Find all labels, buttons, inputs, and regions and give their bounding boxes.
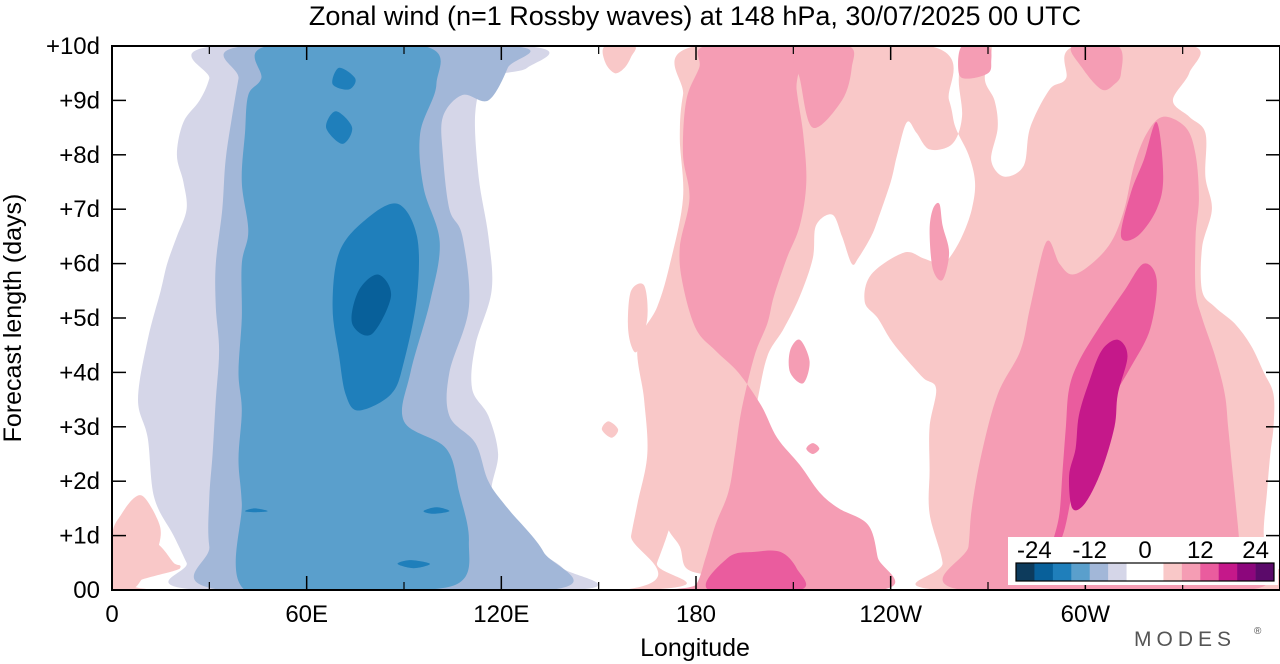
colorbar-cell [1237, 563, 1256, 581]
chart-title: Zonal wind (n=1 Rossby waves) at 148 hPa… [309, 1, 1081, 31]
colorbar-cell [1034, 563, 1054, 581]
y-tick-label: +1d [59, 523, 100, 550]
colorbar-cell [1145, 563, 1164, 581]
y-tick-label: +3d [59, 414, 100, 441]
contour-region-m12-3 [397, 560, 431, 569]
colorbar-cell [1200, 563, 1220, 581]
colorbar-cell [1071, 563, 1091, 581]
colorbar: -24 -12 0 12 24 [1008, 537, 1278, 585]
x-tick-label: 120E [473, 601, 529, 628]
colorbar-label: 24 [1242, 537, 1269, 564]
contour-region-12-2 [1120, 122, 1164, 241]
x-tick-label: 120W [859, 601, 922, 628]
contour-region-m12-2 [325, 111, 353, 144]
colorbar-cell [1218, 563, 1238, 581]
x-tick-label: 0 [105, 601, 118, 628]
contour-region-18-0 [1068, 339, 1128, 511]
y-tick-label: +7d [59, 196, 100, 223]
colorbar-label: -24 [1017, 537, 1052, 564]
y-tick-label: 00 [73, 577, 100, 604]
brand-registered-mark: ® [1254, 626, 1262, 637]
contour-region-6-6 [806, 443, 820, 454]
y-tick-label: +2d [59, 468, 100, 495]
y-tick-label: +6d [59, 251, 100, 278]
contour-region-12-0 [705, 550, 807, 590]
contour-region-6-0 [668, 46, 896, 590]
contour-region-6-5 [788, 339, 810, 384]
colorbar-cell [1052, 563, 1072, 581]
contour-region-m12-4 [423, 507, 450, 514]
contour-region-m16-0 [351, 274, 392, 336]
y-tick-label: +8d [59, 142, 100, 169]
contour-region-m12-5 [245, 508, 268, 513]
contour-region-6-4 [790, 46, 855, 128]
colorbar-cell [1181, 563, 1201, 581]
y-tick-label: +10d [46, 33, 100, 60]
contour-region-6-7 [929, 202, 950, 281]
contour-region-2-3 [601, 421, 619, 438]
y-tick-labels: 00 +1d +2d +3d +4d +5d +6d +7d +8d +9d +10d [46, 33, 100, 604]
contour-region-2-1 [112, 495, 161, 590]
contour-region-6-3 [1070, 46, 1123, 91]
plot-frame [111, 45, 1280, 591]
colorbar-cell [1089, 563, 1109, 581]
colorbar-cell [1016, 563, 1035, 581]
colorbar-cell [1108, 563, 1127, 581]
contour-region-6-2 [958, 46, 992, 79]
contour-region-m12-1 [332, 67, 356, 90]
y-tick-label: +5d [59, 305, 100, 332]
x-tick-label: 60E [285, 601, 328, 628]
x-tick-labels: 0 60E 120E 180 120W 60W [105, 601, 1110, 628]
colorbar-label: -12 [1072, 537, 1107, 564]
x-tick-label: 180 [676, 601, 716, 628]
colorbar-cell [1163, 563, 1183, 581]
brand-logo: MODES [1134, 628, 1236, 651]
colorbar-label: 0 [1138, 537, 1151, 564]
colorbar-label: 12 [1187, 537, 1214, 564]
x-axis-label: Longitude [640, 634, 750, 662]
colorbar-cell [1126, 563, 1146, 581]
y-tick-label: +9d [59, 87, 100, 114]
contour-layer [112, 46, 1280, 590]
contour-region-2-2 [627, 283, 648, 353]
x-tick-label: 60W [1061, 601, 1111, 628]
contour-region-2-4 [602, 46, 636, 74]
y-tick-label: +4d [59, 359, 100, 386]
colorbar-cell [1255, 563, 1275, 581]
colorbar-frame [1015, 562, 1275, 582]
y-axis-label: Forecast length (days) [0, 194, 27, 443]
